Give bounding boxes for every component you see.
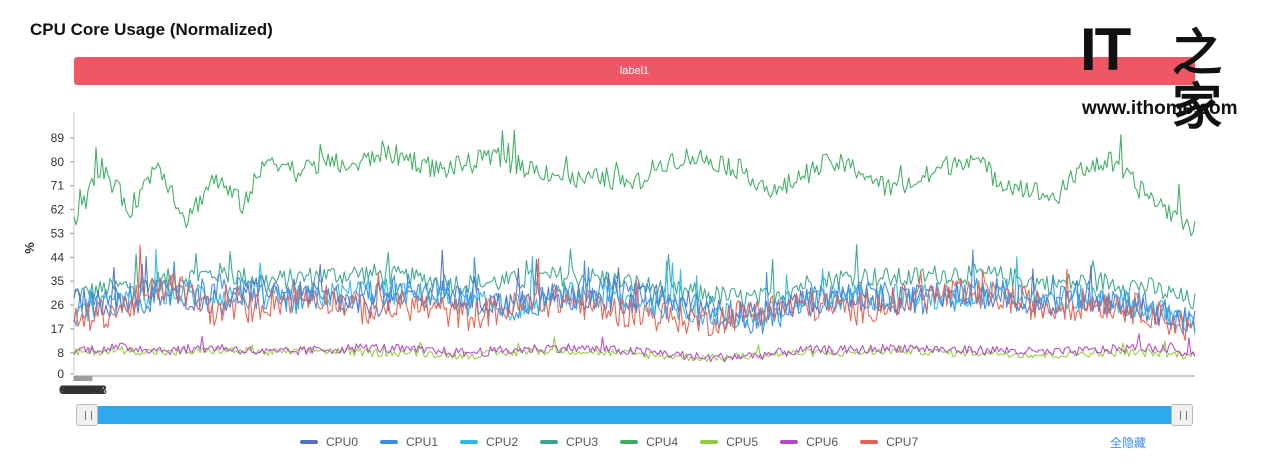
legend-item-cpu6[interactable]: CPU6	[780, 434, 838, 450]
legend-label: CPU6	[806, 435, 839, 449]
logo-it: IT	[1080, 16, 1131, 83]
x-tick-label: 04:24	[63, 383, 93, 397]
series-line-cpu4	[73, 129, 1196, 237]
hide-all-button[interactable]: 全隐藏	[1110, 436, 1147, 450]
legend-swatch	[620, 440, 639, 444]
legend-item-cpu4[interactable]: CPU4	[620, 434, 678, 450]
legend-item-cpu2[interactable]: CPU2	[460, 434, 518, 450]
series-line-cpu6	[73, 333, 1196, 363]
legend-label: CPU7	[886, 435, 919, 449]
logo-cn: 之家	[1172, 24, 1222, 136]
zoom-slider-right-handle[interactable]	[1171, 404, 1193, 426]
y-tick-label: 17	[51, 322, 65, 336]
x-tick-label: 11:00	[69, 383, 98, 397]
x-tick-label: 07:42	[66, 383, 96, 397]
series-lines	[73, 129, 1196, 363]
legend-swatch	[300, 440, 318, 444]
legend-item-cpu3[interactable]: CPU3	[540, 434, 598, 450]
x-axis: 00:0001:0602:1203:1804:2405:3006:3607:42…	[59, 375, 1195, 397]
logo-url: www.ithome.com	[1082, 98, 1238, 119]
y-tick-label: 62	[51, 203, 65, 217]
y-tick-label: 71	[51, 179, 65, 193]
x-tick-label: 09:54	[68, 383, 98, 397]
legend-swatch	[380, 440, 399, 444]
x-tick-label: 12:06	[70, 383, 100, 397]
y-tick-label: 0	[57, 367, 64, 381]
legend: CPU0 CPU1 CPU2 CPU3 CPU4 CPU5 CPU6 CPU7	[300, 434, 940, 450]
x-tick-label: 13:12	[71, 383, 101, 397]
x-tick-label: 03:18	[62, 383, 92, 397]
legend-swatch	[540, 440, 559, 444]
legend-swatch	[700, 440, 719, 444]
x-tick-label: 18:42	[76, 383, 106, 397]
x-tick-label: 19:48	[77, 383, 107, 397]
label-bar[interactable]: label1	[74, 57, 1195, 85]
legend-label: CPU4	[646, 435, 679, 449]
y-tick-label: 44	[51, 250, 65, 264]
y-tick-label: 26	[51, 298, 65, 312]
zoom-slider-track[interactable]	[76, 406, 1193, 424]
x-tick-label: 15:24	[73, 383, 103, 397]
legend-label: CPU3	[566, 435, 599, 449]
y-tick-label: 89	[51, 131, 65, 145]
y-axis: 0 8 17 26 35 44 53 62 71 80 89%	[22, 112, 75, 381]
x-tick-label: 01:06	[60, 383, 90, 397]
y-tick-label: 80	[51, 155, 65, 169]
y-tick-label: 53	[51, 226, 65, 240]
series-line-cpu2	[73, 248, 1196, 335]
legend-item-cpu5[interactable]: CPU5	[700, 434, 758, 450]
series-line-cpu7	[73, 244, 1196, 341]
x-tick-label: 00:00	[59, 383, 89, 397]
y-tick-label: 35	[51, 274, 65, 288]
x-tick-label: 16:30	[74, 383, 104, 397]
legend-item-cpu7[interactable]: CPU7	[860, 434, 918, 450]
legend-label: CPU5	[726, 435, 759, 449]
x-tick-label: 06:36	[65, 383, 95, 397]
legend-label: CPU1	[406, 435, 439, 449]
legend-swatch	[860, 440, 879, 444]
x-tick-label: 05:30	[64, 383, 94, 397]
chart-title: CPU Core Usage (Normalized)	[30, 20, 273, 39]
legend-label: CPU2	[486, 435, 519, 449]
series-line-cpu5	[73, 336, 1196, 363]
series-line-cpu1	[73, 249, 1196, 335]
legend-label: CPU0	[326, 435, 359, 449]
legend-swatch	[780, 440, 799, 444]
x-tick-label: 17:36	[75, 383, 105, 397]
y-axis-label: %	[22, 242, 37, 254]
ithome-logo: IT 之家 www.ithome.com	[1080, 16, 1258, 135]
x-tick-label: 08:48	[67, 383, 97, 397]
legend-swatch	[460, 440, 479, 444]
zoom-slider-left-handle[interactable]	[76, 404, 98, 426]
legend-item-cpu0[interactable]: CPU0	[300, 434, 358, 450]
legend-item-cpu1[interactable]: CPU1	[380, 434, 438, 450]
x-tick-label: 02:12	[61, 383, 91, 397]
y-tick-label: 8	[57, 346, 64, 360]
x-tick-label: 14:18	[72, 383, 102, 397]
